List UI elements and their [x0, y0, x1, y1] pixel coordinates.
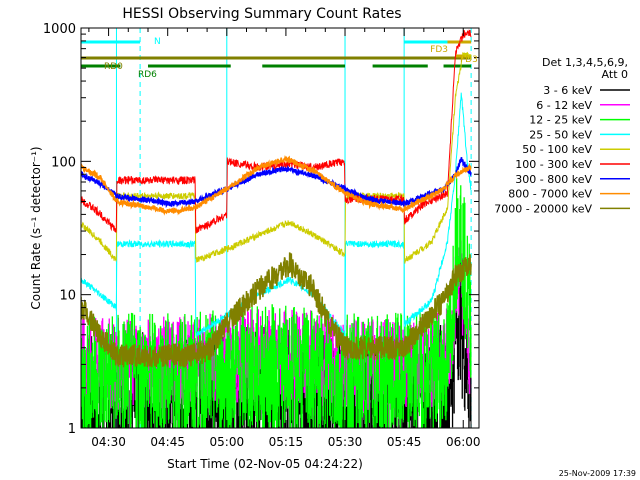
x-axis-label: Start Time (02-Nov-05 04:24:22)	[167, 457, 363, 471]
x-tick-label: 04:30	[91, 435, 126, 449]
legend-entry-3: 25 - 50 keV	[529, 128, 592, 141]
x-tick-label: 05:30	[328, 435, 363, 449]
y-tick-label: 1000	[43, 22, 76, 37]
x-tick-label: 06:00	[446, 435, 481, 449]
legend-entry-6: 300 - 800 keV	[515, 173, 592, 186]
legend-entry-1: 6 - 12 keV	[536, 99, 592, 112]
plot-frame	[80, 27, 480, 429]
series-line-5	[81, 29, 472, 234]
y-axis-label: Count Rate (s⁻¹ detector⁻¹)	[29, 146, 43, 309]
marker-label-fd3b: FD3	[460, 55, 478, 65]
x-tick-label: 05:00	[210, 435, 245, 449]
marker-label-rd0: RD0	[104, 62, 123, 72]
series-line-7	[81, 154, 472, 216]
legend-entry-4: 50 - 100 keV	[522, 143, 592, 156]
series-line-3	[81, 92, 472, 337]
series-line-4	[81, 51, 472, 264]
y-tick-label: 100	[51, 155, 76, 170]
marker-label-n: N	[154, 37, 161, 47]
legend-entry-5: 100 - 300 keV	[515, 158, 592, 171]
x-tick-label: 05:45	[387, 435, 422, 449]
series-line-8	[81, 252, 472, 368]
footer-date: 25-Nov-2009 17:39	[559, 469, 636, 478]
y-axis: 1 10 100 1000	[43, 22, 479, 437]
y-tick-label: 10	[59, 289, 76, 304]
chart-title: HESSI Observing Summary Count Rates	[122, 6, 401, 22]
marker-label-rd6: RD6	[138, 70, 157, 80]
x-tick-label: 04:45	[150, 435, 185, 449]
y-tick-label: 1	[68, 422, 76, 437]
marker-label-fd3: FD3	[430, 45, 448, 55]
legend-entry-2: 12 - 25 keV	[529, 114, 592, 127]
x-tick-label: 05:15	[269, 435, 304, 449]
x-axis: 04:30 04:45 05:00 05:15 05:30 05:45 06:00	[88, 28, 481, 449]
plot-area	[81, 28, 472, 428]
legend-entry-7: 800 - 7000 keV	[508, 188, 592, 201]
series-line-6	[81, 157, 472, 209]
legend-entry-8: 7000 - 20000 keV	[494, 202, 592, 215]
legend-entry-0: 3 - 6 keV	[543, 84, 592, 97]
legend-header-2: Att 0	[602, 68, 628, 81]
legend-header-1: Det 1,3,4,5,6,9,	[542, 56, 628, 69]
legend: Det 1,3,4,5,6,9,Att 0 3 - 6 keV 6 - 12 keV…	[494, 56, 630, 215]
